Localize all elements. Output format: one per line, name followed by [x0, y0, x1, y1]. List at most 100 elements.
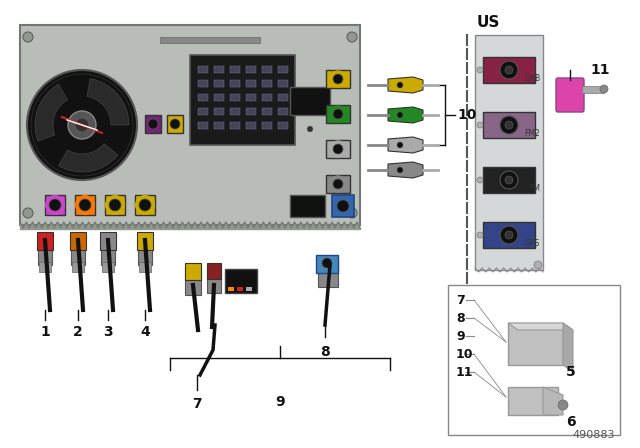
Bar	[214, 66, 224, 73]
FancyBboxPatch shape	[556, 78, 584, 112]
Circle shape	[139, 199, 151, 211]
Circle shape	[505, 121, 513, 129]
Bar	[246, 108, 256, 115]
Bar	[262, 122, 272, 129]
Bar	[135, 195, 155, 215]
Circle shape	[500, 116, 518, 134]
Circle shape	[322, 258, 332, 268]
Text: GPS: GPS	[525, 239, 540, 248]
Bar	[214, 108, 224, 115]
Text: 9: 9	[456, 329, 465, 343]
Bar	[483, 222, 535, 248]
Circle shape	[333, 109, 343, 119]
Bar	[214, 94, 224, 101]
Circle shape	[333, 74, 343, 84]
Circle shape	[505, 66, 513, 74]
Bar	[483, 167, 535, 193]
Bar	[225, 269, 257, 293]
Text: FM2: FM2	[524, 129, 540, 138]
Bar	[20, 25, 360, 225]
Bar	[45, 195, 65, 215]
Bar	[262, 80, 272, 87]
Bar	[160, 37, 260, 43]
Polygon shape	[543, 387, 563, 415]
Circle shape	[500, 226, 518, 244]
Circle shape	[600, 85, 608, 93]
Bar	[39, 262, 51, 272]
Bar	[278, 66, 288, 73]
Bar	[483, 112, 535, 138]
Bar	[278, 108, 288, 115]
Bar	[246, 66, 256, 73]
Circle shape	[500, 61, 518, 79]
Circle shape	[397, 82, 403, 88]
Polygon shape	[388, 107, 423, 123]
Bar	[246, 94, 256, 101]
Bar	[198, 66, 208, 73]
Bar	[246, 122, 256, 129]
Circle shape	[27, 70, 137, 180]
Bar	[167, 115, 183, 133]
Bar	[475, 35, 543, 270]
Circle shape	[79, 199, 91, 211]
Bar	[326, 105, 350, 123]
Bar	[262, 108, 272, 115]
Circle shape	[68, 111, 96, 139]
Bar	[246, 287, 252, 291]
Bar	[100, 232, 116, 250]
Circle shape	[397, 167, 403, 173]
Circle shape	[337, 200, 349, 212]
Bar	[38, 237, 52, 265]
Bar	[278, 122, 288, 129]
Text: 8: 8	[320, 345, 330, 359]
Bar	[198, 94, 208, 101]
Bar	[101, 237, 115, 265]
Bar	[230, 108, 240, 115]
Bar	[237, 287, 243, 291]
Text: 5: 5	[566, 365, 576, 379]
Text: 8: 8	[456, 311, 465, 324]
Bar	[207, 263, 221, 279]
Circle shape	[397, 142, 403, 148]
Bar	[185, 263, 201, 280]
Circle shape	[477, 67, 483, 73]
Text: DAB: DAB	[524, 74, 540, 83]
Bar	[139, 262, 151, 272]
Circle shape	[397, 112, 403, 118]
Polygon shape	[388, 77, 423, 93]
Circle shape	[477, 232, 483, 238]
Text: 2: 2	[73, 325, 83, 339]
Bar	[508, 323, 563, 365]
Circle shape	[31, 74, 133, 176]
Circle shape	[307, 126, 313, 132]
Bar	[198, 80, 208, 87]
Bar	[70, 232, 86, 250]
Bar	[214, 80, 224, 87]
Bar	[246, 80, 256, 87]
Circle shape	[23, 208, 33, 218]
Bar	[105, 195, 125, 215]
Circle shape	[333, 144, 343, 154]
Polygon shape	[388, 137, 423, 153]
Text: 10: 10	[457, 108, 476, 122]
Text: FM: FM	[529, 184, 540, 193]
Circle shape	[170, 119, 180, 129]
Text: 11: 11	[590, 63, 609, 77]
Text: US: US	[477, 15, 500, 30]
Circle shape	[505, 176, 513, 184]
Bar	[326, 140, 350, 158]
Text: 7: 7	[192, 397, 202, 411]
Bar	[37, 232, 53, 250]
Text: 11: 11	[456, 366, 474, 379]
Bar	[75, 195, 95, 215]
Bar	[198, 122, 208, 129]
Text: 3: 3	[103, 325, 113, 339]
Bar	[448, 285, 620, 435]
Circle shape	[534, 261, 542, 269]
Circle shape	[558, 400, 568, 410]
Bar	[290, 195, 325, 217]
Bar	[138, 237, 152, 265]
Bar	[145, 115, 161, 133]
Circle shape	[477, 122, 483, 128]
Circle shape	[477, 177, 483, 183]
